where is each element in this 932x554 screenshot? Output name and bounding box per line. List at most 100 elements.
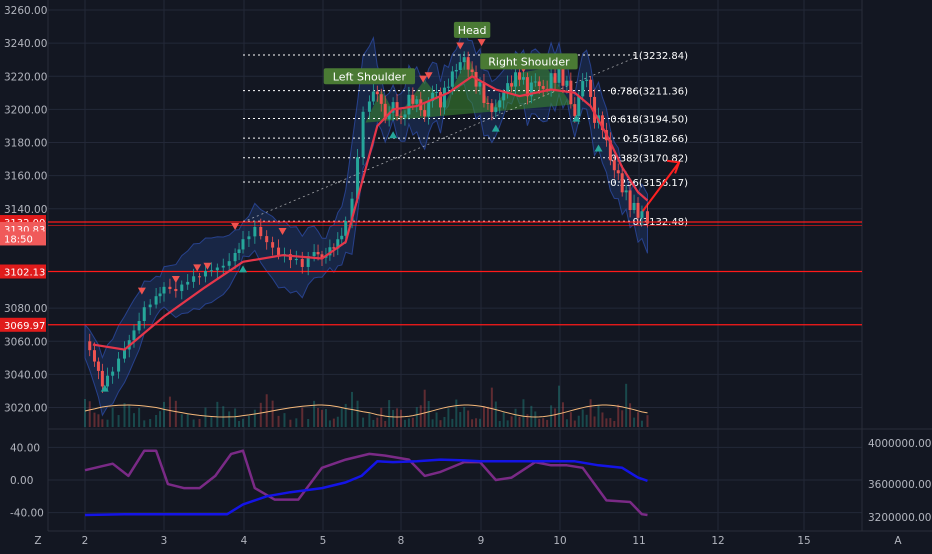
price-tick-label: 3260.00 [4, 5, 47, 17]
time-axis[interactable]: 2 3 4 5 8 9 10 11 12 15 Z A [34, 535, 902, 547]
volume-bar [376, 417, 379, 427]
horizontal-levels[interactable] [48, 221, 862, 326]
price-tick-label: 3160.00 [4, 171, 47, 183]
candle-body [162, 286, 166, 294]
candle-body [529, 82, 533, 97]
sell-signal-icon [231, 223, 240, 231]
buy-signal-icon [594, 144, 603, 152]
volume-bar [301, 407, 304, 427]
buy-signal-icon [491, 124, 500, 132]
candle-body [253, 226, 257, 237]
volume-bar [415, 407, 418, 427]
volume-bar [447, 408, 450, 427]
pattern-label-box [453, 21, 491, 38]
candle-body [186, 281, 190, 285]
volume-bar [313, 400, 316, 427]
sell-signal-icon [203, 262, 212, 270]
buy-signal-icon [572, 114, 581, 122]
sell-signal-icon [137, 287, 146, 295]
volume-bar [451, 418, 454, 427]
fib-level-label: 0.382(3170.82) [610, 154, 688, 165]
osc-tick-label: 40.00 [10, 442, 40, 454]
volume-bar [482, 406, 485, 427]
candle-body [612, 160, 616, 171]
volume-bar [216, 401, 219, 427]
volume-bar [372, 419, 375, 427]
candle-body [521, 77, 525, 80]
volume-bar [340, 408, 343, 427]
volume-bar [625, 383, 628, 427]
candle-body [221, 265, 225, 268]
candle-body [549, 73, 553, 89]
price-axis[interactable]: 3260.00 3240.00 3220.00 3200.00 3180.00 3160.… [0, 5, 47, 415]
candle-body [154, 296, 158, 305]
candle-body [123, 349, 126, 359]
volume-bar [490, 387, 493, 427]
volume-bar [128, 404, 131, 427]
candle-body [458, 62, 462, 70]
pattern-label-box [323, 68, 416, 85]
time-tick-label: 3 [161, 535, 168, 547]
volume-bar [542, 418, 545, 427]
candle-body [391, 102, 395, 113]
volume-bar [565, 419, 568, 427]
candle-body [442, 87, 446, 108]
volume-bar [522, 399, 525, 427]
volume-bar [646, 415, 649, 427]
volume-bar [435, 412, 438, 427]
candle-body [306, 256, 310, 267]
candle-body [288, 254, 292, 261]
volume-bar [289, 419, 292, 427]
volume-bar [93, 412, 96, 427]
volume-bar [295, 418, 298, 427]
candle-body [117, 358, 121, 372]
volume-bar [577, 415, 580, 427]
volume-bar [388, 400, 391, 427]
candle-body [632, 202, 636, 210]
volume-bar [242, 418, 244, 427]
volume-bar [585, 414, 588, 427]
price-badge [0, 317, 46, 332]
candle-body [215, 267, 219, 271]
volume-bar [613, 420, 616, 427]
candle-body [640, 211, 644, 218]
sell-signal-icon [278, 227, 287, 235]
candle-body [541, 86, 545, 89]
volume-ma-line [84, 404, 648, 418]
candle-body [259, 226, 263, 237]
volume-bar [475, 418, 478, 427]
volume-bar [283, 413, 286, 427]
sell-signal-icon [424, 72, 433, 80]
volume-bar [324, 408, 327, 427]
price-tick-label: 3040.00 [4, 369, 47, 381]
pattern-label-text: Left Shoulder [333, 70, 407, 83]
candle-body [589, 79, 593, 97]
time-tick-label: 5 [320, 535, 327, 547]
price-badge-text: 3102.13 [4, 268, 45, 279]
candle-body [367, 101, 371, 112]
price-tick-label: 3140.00 [4, 204, 47, 216]
candle-body [494, 107, 498, 113]
candle-body [375, 91, 379, 95]
volume-bar [479, 418, 481, 427]
auto-scale-icon: A [894, 535, 902, 547]
volume-bar [419, 405, 422, 427]
volume-bar [526, 414, 529, 427]
candle-body [415, 99, 419, 104]
sell-signal-icon [419, 75, 428, 83]
candle-body [636, 202, 640, 218]
volume-bar [506, 420, 509, 427]
candle-body [361, 111, 365, 158]
osc-tick-label: 0.00 [10, 475, 33, 487]
fib-level-label: 0.618(3194.50) [610, 115, 688, 126]
candle-body [486, 102, 490, 104]
candle-body [454, 69, 458, 72]
volume-bar [88, 401, 91, 427]
volume-bar [186, 413, 189, 427]
volume-bar [101, 419, 104, 427]
candle-body [561, 68, 565, 86]
candle-body [446, 86, 450, 88]
buy-signal-icon [389, 131, 398, 139]
volume-bar [534, 411, 537, 427]
